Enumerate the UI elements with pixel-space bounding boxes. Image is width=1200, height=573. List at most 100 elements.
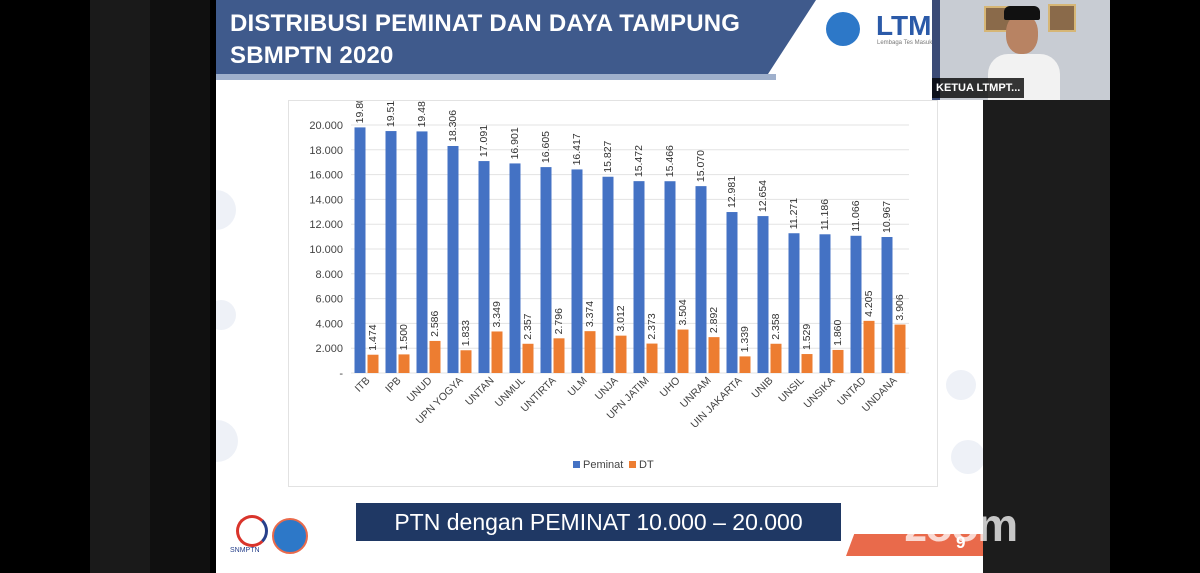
bar-dt	[677, 329, 689, 373]
data-label-dt: 1.500	[398, 324, 410, 350]
bar-peminat	[385, 131, 397, 373]
participant-name-label: KETUA LTMPT...	[932, 78, 1025, 98]
bar-dt	[429, 340, 441, 373]
snmptn-logo-text: SNMPTN	[230, 547, 260, 554]
data-label-peminat: 17.091	[478, 125, 490, 157]
data-label-dt: 2.796	[553, 308, 565, 334]
data-label-dt: 1.339	[739, 326, 751, 352]
ltmpt-logo-subtitle: Lembaga Tes Masuk	[877, 40, 933, 46]
decor-dot	[216, 300, 236, 330]
data-label-peminat: 12.654	[757, 180, 769, 212]
page-number: 9	[956, 533, 966, 552]
chart-svg: - 2.000 4.000 6.000 8.000 10.000 12.000 14.000 1…	[309, 101, 909, 471]
data-label-dt: 3.374	[584, 301, 596, 327]
zoom-watermark: zoom	[904, 499, 1018, 551]
data-label-peminat: 16.417	[571, 133, 583, 165]
x-tick-label: UNSIKA	[801, 375, 837, 411]
data-label-dt: 2.373	[646, 313, 658, 339]
data-label-dt: 1.474	[367, 324, 379, 350]
data-label-peminat: 11.066	[850, 200, 862, 231]
y-tick-label: 14.000	[309, 194, 343, 206]
data-label-peminat: 16.901	[509, 127, 521, 159]
data-label-peminat: 19.511	[385, 101, 397, 127]
speaker-head	[1006, 14, 1038, 54]
bar-peminat	[354, 127, 366, 373]
decor-dot	[951, 440, 983, 474]
data-label-peminat: 10.967	[881, 201, 893, 233]
data-label-dt: 2.586	[429, 310, 441, 336]
y-tick-label: 6.000	[315, 294, 343, 306]
footer-accent-bar	[846, 534, 983, 556]
title-band	[216, 0, 816, 74]
data-label-peminat: 12.981	[726, 176, 738, 208]
slide-banner: PTN dengan PEMINAT 10.000 – 20.000	[356, 503, 841, 541]
decor-dot	[946, 370, 976, 400]
bar-peminat	[540, 167, 552, 373]
data-label-dt: 3.012	[615, 305, 627, 331]
data-label-dt: 2.892	[708, 307, 720, 333]
bar-dt	[646, 343, 658, 373]
bar-dt	[739, 356, 751, 373]
x-tick-label: ITB	[353, 375, 373, 395]
data-label-dt: 1.833	[460, 320, 472, 346]
bar-dt	[770, 343, 782, 373]
bar-dt	[584, 331, 596, 373]
x-tick-label: IPB	[383, 375, 403, 395]
decor-dot	[216, 190, 236, 230]
zoom-side-panel-left-inner	[150, 0, 210, 573]
bar-peminat	[850, 235, 862, 373]
bar-peminat	[602, 176, 614, 373]
y-tick-label: 8.000	[315, 269, 343, 281]
bar-peminat	[571, 169, 583, 373]
data-label-dt: 4.205	[863, 290, 875, 316]
bar-peminat	[478, 161, 490, 373]
data-label-peminat: 19.807	[354, 101, 366, 123]
bar-peminat	[416, 131, 428, 373]
bar-peminat	[881, 237, 893, 373]
bar-peminat	[447, 146, 459, 373]
title-underline	[216, 74, 776, 80]
data-label-peminat: 18.306	[447, 110, 459, 142]
data-label-peminat: 11.271	[788, 198, 800, 229]
bar-peminat	[695, 186, 707, 373]
y-tick-label: 10.000	[309, 244, 343, 256]
bar-dt	[460, 350, 472, 373]
bar-peminat	[509, 163, 521, 373]
speaker-cap	[1004, 6, 1040, 20]
data-label-peminat: 19.483	[416, 101, 428, 127]
data-label-dt: 2.358	[770, 313, 782, 339]
legend-swatch-dt	[629, 461, 636, 468]
data-label-peminat: 11.186	[819, 199, 831, 230]
bar-peminat	[757, 216, 769, 373]
data-label-dt: 3.906	[894, 294, 906, 320]
bar-dt	[894, 324, 906, 373]
y-tick-label: 12.000	[309, 219, 343, 231]
data-label-dt: 1.529	[801, 324, 813, 350]
x-tick-label: ULM	[565, 375, 589, 399]
title-line-2: SBMPTN 2020	[230, 42, 394, 69]
bar-peminat	[819, 234, 831, 373]
y-tick-label: 2.000	[315, 343, 343, 355]
bar-chart: - 2.000 4.000 6.000 8.000 10.000 12.000 14.000 1…	[288, 100, 938, 487]
bar-dt	[801, 354, 813, 373]
data-label-peminat: 15.466	[664, 145, 676, 177]
data-label-peminat: 15.827	[602, 140, 614, 172]
data-label-dt: 2.357	[522, 313, 534, 339]
wall-portrait-icon	[1048, 4, 1076, 32]
sbmptn-logo-icon	[272, 518, 308, 554]
bar-dt	[398, 354, 410, 373]
y-tick-label: 20.000	[309, 120, 343, 132]
bar-dt	[708, 337, 720, 373]
bar-dt	[367, 354, 379, 373]
data-label-peminat: 15.070	[695, 150, 707, 182]
legend-label-peminat: Peminat	[583, 459, 623, 471]
bar-peminat	[726, 212, 738, 373]
participant-video[interactable]: KETUA LTMPT...	[932, 0, 1110, 100]
decor-dot	[216, 420, 238, 462]
data-label-dt: 3.349	[491, 301, 503, 327]
ltmpt-logo: LTM	[876, 10, 932, 41]
data-label-dt: 1.860	[832, 319, 844, 345]
bar-peminat	[664, 181, 676, 373]
x-tick-label: UHO	[658, 375, 683, 400]
bar-peminat	[788, 233, 800, 373]
